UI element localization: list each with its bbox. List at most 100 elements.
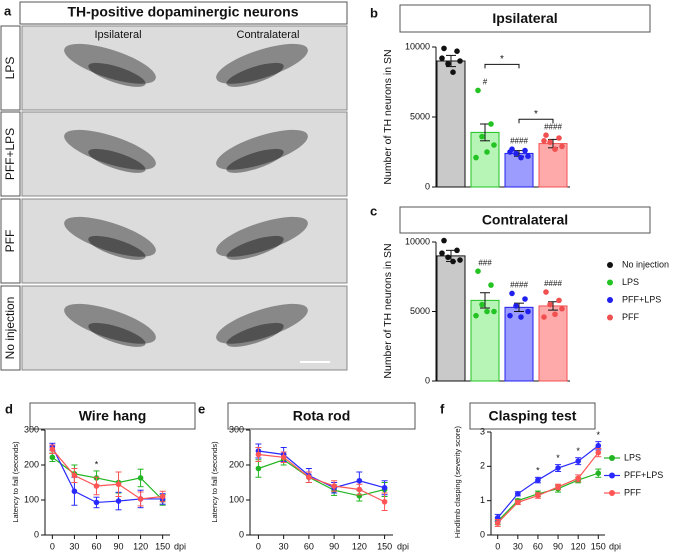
data-point: [494, 520, 501, 526]
data-point: [595, 442, 602, 449]
y-axis-label: Latency to fall (seconds): [210, 441, 219, 523]
data-point: [525, 308, 531, 315]
title-box: [29, 402, 196, 430]
micrograph: [21, 25, 348, 111]
significance-bracket: [518, 118, 554, 124]
y-tick-label: 1: [480, 495, 485, 505]
series-line: [258, 459, 385, 497]
data-point: [513, 303, 519, 309]
data-point: [475, 268, 481, 274]
data-point: [49, 454, 56, 461]
neuron-cluster: [88, 148, 146, 173]
significance-bracket: [484, 63, 520, 69]
significance-marker: *: [95, 459, 99, 469]
legend-marker: [607, 314, 613, 321]
panel-letter: c: [370, 203, 377, 218]
legend-label: PFF+LPS: [622, 294, 661, 304]
data-point: [93, 483, 100, 489]
x-tick-label: 90: [553, 541, 563, 551]
data-point: [306, 474, 312, 481]
y-axis-label: Number of TH neurons in SN: [382, 243, 394, 378]
data-point: [439, 55, 445, 61]
series-line: [51, 448, 163, 500]
column-label: Contralateral: [237, 29, 300, 41]
data-point: [115, 481, 122, 488]
data-point: [543, 132, 549, 138]
data-point: [445, 61, 451, 67]
neuron-cluster: [64, 303, 156, 344]
panel-letter: e: [198, 401, 205, 416]
neuron-cluster: [226, 322, 284, 347]
neuron-cluster: [216, 216, 308, 257]
legend-label: No injection: [622, 259, 669, 269]
data-point: [507, 312, 513, 319]
chart-title: Contralateral: [482, 212, 568, 228]
y-tick-label: 5000: [410, 111, 430, 121]
data-point: [518, 314, 524, 320]
neuron-cluster: [216, 43, 308, 84]
label-box: [0, 285, 21, 371]
significance-marker: *: [576, 446, 580, 456]
legend-marker: [607, 279, 613, 286]
data-point: [555, 465, 561, 471]
data-point: [595, 449, 602, 456]
data-point: [559, 305, 565, 312]
row-label: LPS: [3, 57, 17, 80]
data-point: [441, 45, 447, 52]
data-point: [381, 498, 388, 505]
significance-marker: ####: [510, 136, 528, 145]
x-tick-label: 60: [91, 541, 101, 551]
x-tick-label: 30: [279, 541, 289, 551]
title-box: [399, 4, 651, 33]
neuron-cluster: [88, 62, 146, 87]
y-tick-label: 0: [34, 529, 39, 539]
legend-marker: [609, 455, 615, 461]
legend-label: PFF+LPS: [624, 470, 663, 480]
x-tick-label: 0: [495, 541, 500, 551]
data-point: [71, 488, 78, 495]
series-line: [51, 446, 163, 504]
bar: [436, 255, 466, 382]
data-point: [473, 154, 479, 161]
data-point: [479, 133, 485, 140]
panel-letter: f: [440, 401, 445, 416]
series-line: [497, 445, 599, 519]
significance-marker: *: [597, 430, 601, 440]
x-tick-label: 150: [377, 541, 392, 551]
series-line: [51, 456, 164, 501]
micrograph: [21, 198, 348, 284]
y-tick-label: 100: [229, 494, 244, 504]
data-point: [280, 454, 287, 461]
chart-title: Ipsilateral: [492, 10, 557, 26]
bracket-label: *: [534, 109, 538, 120]
data-point: [137, 496, 144, 502]
data-point: [535, 477, 541, 483]
y-tick-label: 300: [24, 424, 39, 434]
data-point: [552, 146, 558, 152]
y-tick-label: 10000: [405, 236, 430, 246]
x-tick-label: 60: [533, 541, 543, 551]
y-tick-label: 3: [480, 426, 485, 436]
legend-label: LPS: [624, 452, 641, 462]
column-label: Ipsilateral: [94, 29, 141, 41]
y-axis-label: Number of TH neurons in SN: [382, 49, 394, 184]
data-point: [159, 493, 166, 500]
y-tick-label: 100: [24, 494, 39, 504]
x-tick-label: 150: [155, 541, 170, 551]
data-point: [137, 475, 144, 481]
data-point: [115, 498, 122, 504]
micrograph: [21, 111, 348, 197]
y-tick-label: 200: [229, 459, 244, 469]
y-axis-label: Hindlimb clasping (severity score): [453, 425, 462, 538]
data-point: [515, 499, 521, 506]
data-point: [457, 257, 463, 263]
data-point: [513, 150, 519, 157]
x-tick-label: 90: [329, 541, 339, 551]
y-tick-label: 0: [425, 181, 430, 191]
data-point: [556, 297, 562, 304]
series-line: [497, 452, 599, 524]
data-point: [381, 484, 388, 491]
y-tick-label: 5000: [410, 306, 430, 316]
x-axis-label: dpi: [609, 541, 621, 551]
